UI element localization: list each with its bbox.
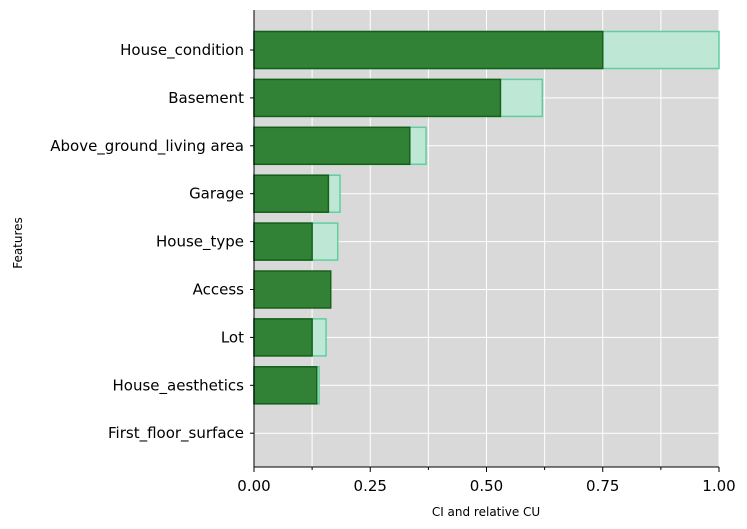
bar-dark-inner-access [253,270,332,309]
y-tick-label: House_condition [120,41,244,60]
x-axis-label: CI and relative CU [432,505,540,519]
bar-dark-inner-above-ground-living-area [253,126,411,166]
x-tick-label: 0.50 [470,477,503,495]
bar-dark-inner-basement [253,78,502,118]
bar-dark-inner-garage [253,174,330,213]
bars [253,30,720,405]
y-tick-label: Above_ground_living area [50,137,244,156]
bar-dark-inner-house-condition [253,30,604,70]
y-tick-label: Access [193,281,245,299]
y-tick-label: Lot [221,328,244,346]
bar-dark-inner-lot [253,318,313,357]
x-tick-label: 0.00 [237,477,270,495]
y-tick-label: Garage [189,185,244,203]
bar-dark-inner-house-aesthetics [253,366,318,405]
y-tick-label: House_aesthetics [113,376,245,395]
y-tick-labels: House_condition Basement Above_ground_livi… [50,41,254,443]
y-tick-label: First_floor_surface [108,424,244,443]
bar-dark-inner-house-type [253,222,313,261]
y-axis-label: Features [11,217,25,269]
y-tick-label: Basement [168,89,244,107]
x-tick-label: 0.25 [354,477,387,495]
x-tick-label: 0.75 [586,477,619,495]
x-tick-labels: 0.00 0.25 0.50 0.75 1.00 [237,467,736,495]
y-tick-label: House_type [156,233,244,252]
x-tick-label: 1.00 [702,477,735,495]
